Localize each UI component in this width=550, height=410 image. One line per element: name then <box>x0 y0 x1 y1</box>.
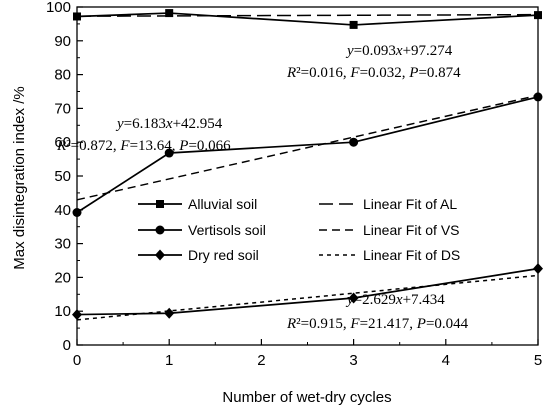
data-point-square <box>73 12 81 21</box>
series-lines <box>76 12 539 316</box>
y-axis-title: Max disintegration index /% <box>11 86 28 269</box>
data-point-square <box>349 20 358 29</box>
plot-border <box>76 6 539 346</box>
y-tick-label: 40 <box>54 202 71 219</box>
data-point-circle <box>349 137 359 147</box>
fit-lines <box>76 13 539 321</box>
data-point-diamond <box>533 263 543 275</box>
data-point-diamond <box>164 307 175 319</box>
x-axis-ticks: 0 1 2 3 4 5 <box>73 339 542 369</box>
fit-equation-text: y=6.183x+42.954 <box>115 116 223 132</box>
y-tick-label: 60 <box>54 134 71 151</box>
fit-equation-text: R²=0.016, F=0.032, P=0.874 <box>286 65 461 81</box>
data-point-diamond <box>155 249 165 261</box>
legend-fit-label: Linear Fit of AL <box>363 196 457 212</box>
x-tick-label: 5 <box>534 352 542 369</box>
legend: Alluvial soil Linear Fit of AL Vertisols s… <box>138 196 460 263</box>
x-axis-title: Number of wet-dry cycles <box>222 389 391 406</box>
data-point-square <box>534 11 542 20</box>
fit-equation-text: y=0.093x+97.274 <box>345 43 453 59</box>
fit-equations: y=0.093x+97.274 R²=0.016, F=0.032, P=0.87… <box>56 43 469 332</box>
y-tick-label: 10 <box>54 303 71 320</box>
data-point-diamond <box>72 309 82 321</box>
fit-line <box>76 13 539 17</box>
x-tick-label: 2 <box>257 352 265 369</box>
x-tick-label: 1 <box>165 352 173 369</box>
legend-label: Dry red soil <box>188 247 259 263</box>
fit-line <box>76 94 539 201</box>
data-point-circle <box>164 148 174 158</box>
legend-label: Vertisols soil <box>188 222 266 238</box>
data-point-square <box>156 200 164 208</box>
x-tick-label: 4 <box>442 352 450 369</box>
series-markers <box>72 9 543 321</box>
x-tick-label: 3 <box>349 352 357 369</box>
fit-equation-text: R²=0.872, F=13.64, P=0.066 <box>56 138 231 154</box>
y-tick-label: 90 <box>54 33 71 50</box>
series-line <box>76 267 539 316</box>
fit-line <box>76 274 539 321</box>
y-tick-label: 80 <box>54 67 71 84</box>
data-point-circle <box>155 225 165 235</box>
legend-label: Alluvial soil <box>188 196 257 212</box>
series-line <box>76 96 539 214</box>
y-tick-label: 20 <box>54 269 71 286</box>
y-tick-label: 0 <box>63 337 71 354</box>
series-line <box>76 12 539 26</box>
y-tick-label: 100 <box>46 0 71 16</box>
legend-fit-label: Linear Fit of DS <box>363 247 460 263</box>
legend-fit-label: Linear Fit of VS <box>363 222 460 238</box>
y-tick-label: 30 <box>54 236 71 253</box>
fit-equation-text: y=2.629x+7.434 <box>345 292 445 308</box>
y-tick-label: 70 <box>54 100 71 117</box>
x-tick-label: 0 <box>73 352 81 369</box>
data-point-circle <box>533 92 543 102</box>
data-point-diamond <box>348 292 359 304</box>
plot-frame <box>76 6 539 346</box>
y-tick-label: 50 <box>54 168 71 185</box>
fit-equation-text: R²=0.915, F=21.417, P=0.044 <box>286 316 469 332</box>
data-point-circle <box>72 208 82 218</box>
data-point-square <box>165 9 174 18</box>
y-axis-ticks: 0 10 20 30 40 50 60 70 80 90 100 <box>46 0 83 354</box>
